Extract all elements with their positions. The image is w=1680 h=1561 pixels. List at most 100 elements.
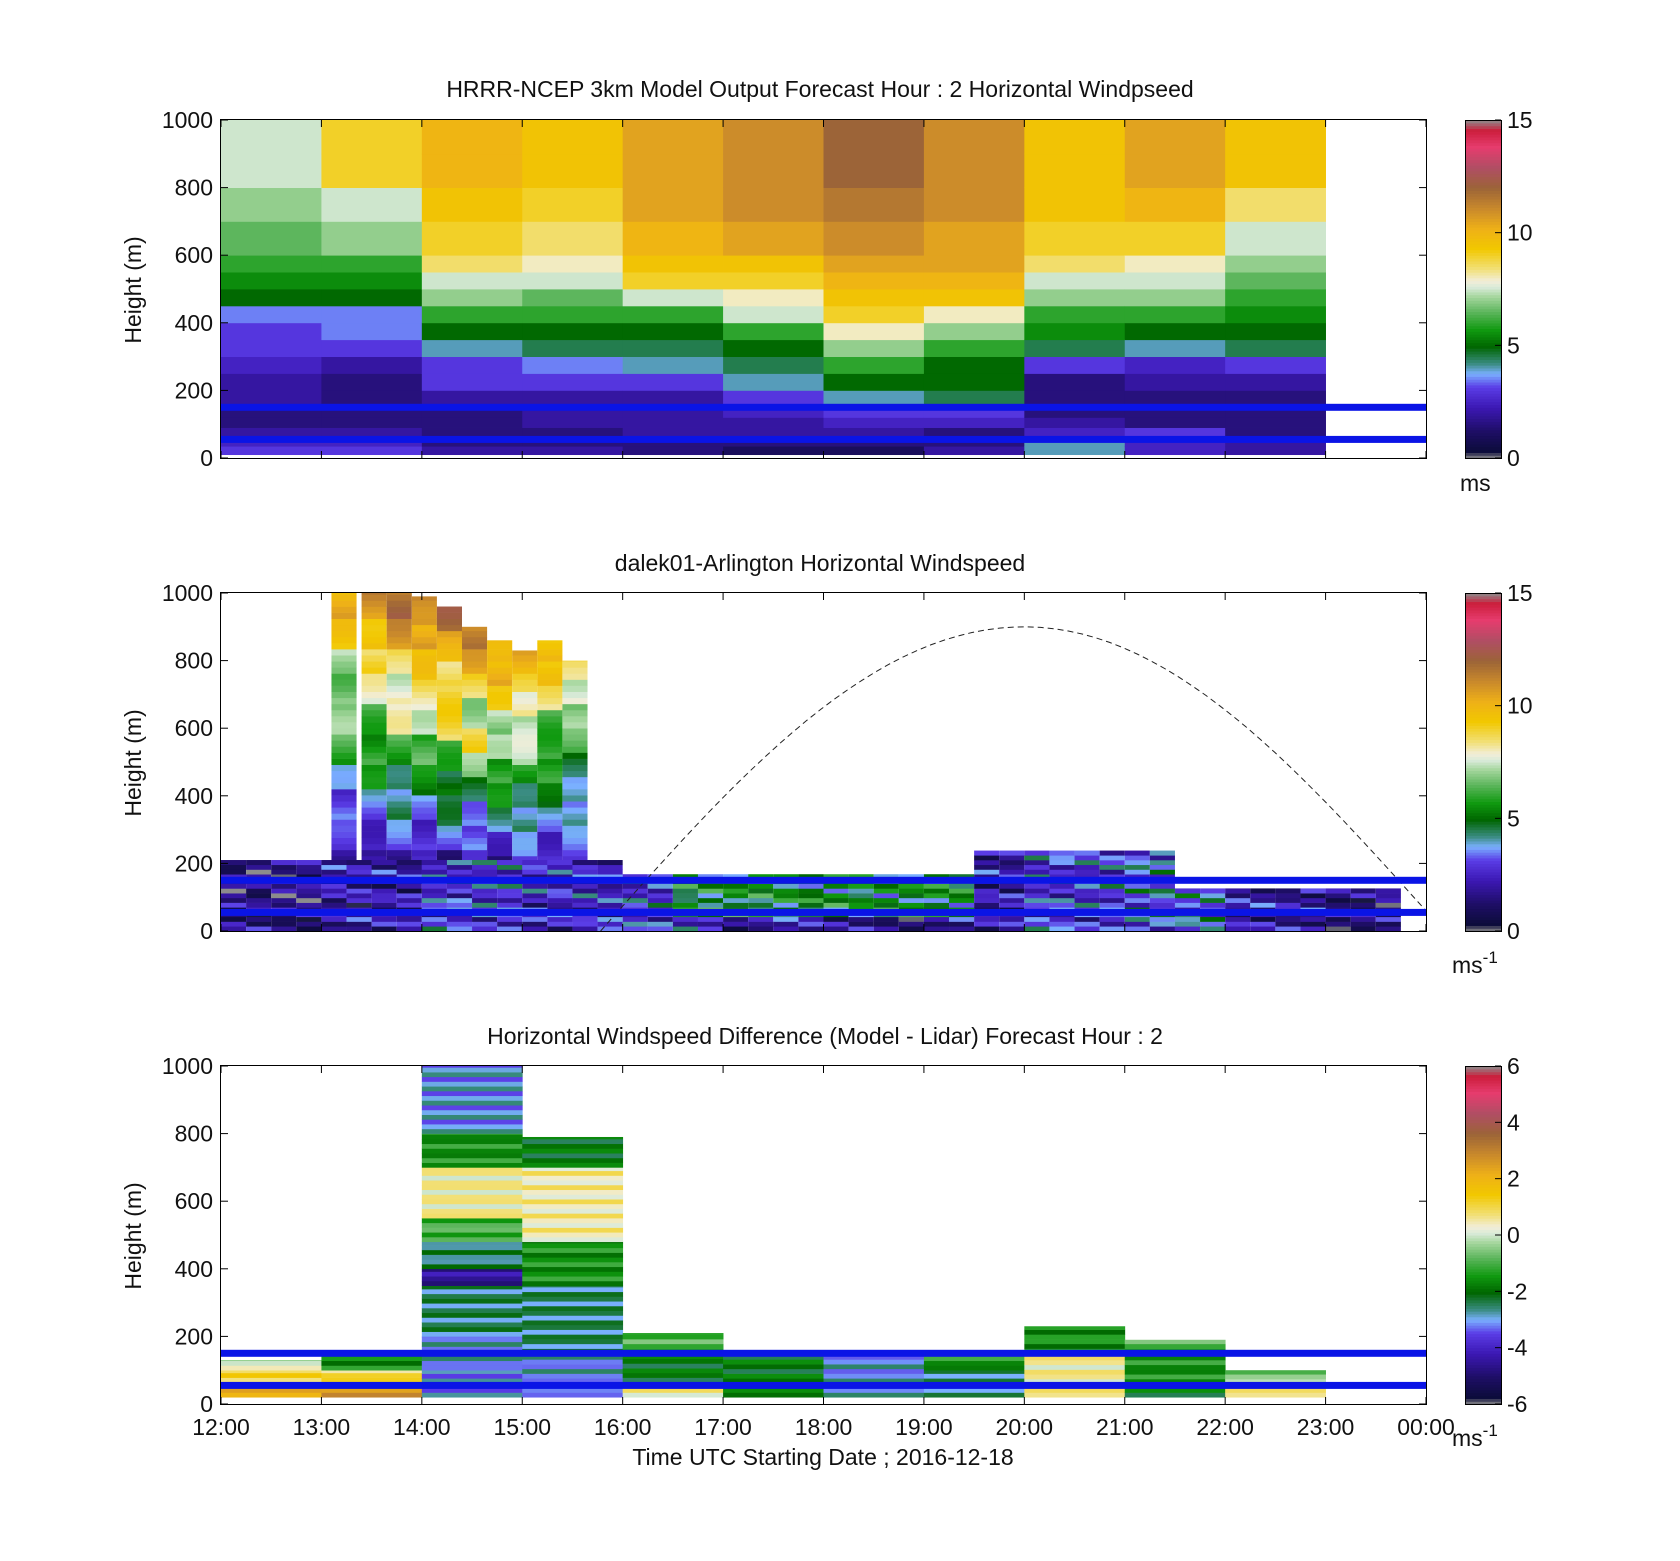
colorbar-segment	[1465, 790, 1501, 794]
colorbar-segment	[1465, 258, 1501, 262]
heatmap-cell	[823, 305, 925, 324]
heatmap-cell	[321, 860, 347, 866]
heatmap-cell	[1350, 921, 1376, 927]
heatmap-cell	[421, 339, 523, 357]
heatmap-cell	[346, 874, 372, 880]
heatmap-cell	[572, 916, 598, 922]
colorbar-segment	[1465, 1367, 1501, 1371]
heatmap-cell	[1225, 1374, 1326, 1380]
colorbar-segment	[1465, 362, 1501, 366]
heatmap-cell	[446, 874, 473, 880]
heatmap-cell	[361, 776, 387, 784]
heatmap-cell	[1124, 1355, 1226, 1361]
heatmap-cell	[512, 655, 538, 662]
colorbar-segment	[1465, 128, 1501, 132]
heatmap-cell	[522, 1324, 624, 1330]
heatmap-cell	[1300, 926, 1326, 932]
heatmap-cell	[321, 255, 423, 273]
heatmap-cell	[436, 649, 462, 656]
heatmap-cell	[246, 874, 272, 880]
heatmap-cell	[1124, 855, 1150, 861]
x-tick-label: 17:00	[694, 1414, 752, 1440]
panel-difference-axes-box	[220, 1065, 1427, 1405]
colorbar-segment	[1465, 759, 1501, 763]
heatmap-cell	[1024, 888, 1050, 894]
heatmap-cell	[999, 926, 1025, 932]
heatmap-cell	[898, 926, 924, 932]
heatmap-cell	[421, 1213, 523, 1219]
heatmap-cell	[487, 661, 513, 668]
heatmap-cell	[522, 1285, 624, 1288]
heatmap-cell	[321, 864, 347, 870]
heatmap-cell	[321, 1377, 423, 1383]
heatmap-cell	[1300, 893, 1326, 899]
heatmap-cell	[321, 1392, 423, 1398]
heatmap-cell	[361, 661, 387, 668]
heatmap-cell	[411, 795, 437, 802]
heatmap-cell	[1124, 417, 1226, 428]
heatmap-cell	[436, 728, 462, 735]
heatmap-cell	[421, 1268, 523, 1272]
heatmap-cell	[361, 703, 387, 711]
panel-model-axes-box	[220, 119, 1427, 459]
heatmap-cell	[974, 888, 1000, 894]
colorbar-segment	[1465, 888, 1501, 893]
heatmap-cell	[622, 417, 724, 428]
heatmap-cell	[436, 703, 462, 711]
heatmap-cell	[923, 1370, 1025, 1374]
y-tick-label: 600	[175, 1188, 213, 1214]
heatmap-cell	[411, 606, 437, 613]
colorbar-segment	[1465, 801, 1501, 805]
heatmap-cell	[386, 813, 412, 820]
heatmap-cell	[446, 893, 473, 899]
heatmap-cell	[522, 1170, 624, 1176]
heatmap-cell	[562, 685, 588, 692]
heatmap-cell	[512, 746, 538, 753]
colorbar-segment	[1465, 745, 1501, 749]
heatmap-cell	[361, 837, 387, 845]
heatmap-cell	[562, 831, 588, 839]
heatmap-cell	[999, 893, 1025, 899]
heatmap-cell	[331, 618, 357, 626]
colorbar-segment	[1465, 784, 1501, 788]
heatmap-cell	[386, 697, 412, 705]
heatmap-cell	[622, 1343, 724, 1349]
heatmap-cell	[597, 897, 623, 903]
heatmap-cell	[1124, 888, 1150, 894]
heatmap-cell	[537, 752, 563, 759]
heatmap-cell	[622, 373, 724, 391]
heatmap-cell	[421, 1336, 523, 1338]
heatmap-cell	[346, 888, 372, 894]
heatmap-cell	[436, 801, 462, 808]
heatmap-cell	[386, 667, 412, 674]
colorbar-segment	[1465, 725, 1501, 729]
colorbar-segment	[1465, 249, 1501, 253]
heatmap-cell	[1275, 893, 1301, 899]
heatmap-cell	[462, 849, 488, 857]
heatmap-cell	[522, 1139, 624, 1145]
heatmap-cell	[1250, 916, 1276, 922]
colorbar-segment	[1465, 714, 1501, 718]
heatmap-cell	[697, 926, 724, 932]
heatmap-cell	[1024, 446, 1126, 456]
heatmap-cell	[923, 1365, 1025, 1371]
heatmap-cell	[446, 926, 473, 932]
heatmap-cell	[949, 926, 975, 932]
colorbar-frame	[1465, 1066, 1502, 1405]
colorbar-segment	[1465, 778, 1501, 783]
heatmap-cell	[386, 801, 412, 808]
heatmap-cell	[331, 795, 357, 802]
colorbar-segment	[1465, 404, 1501, 408]
heatmap-cell	[999, 902, 1025, 908]
heatmap-cell	[386, 630, 412, 638]
heatmap-cell	[361, 855, 387, 863]
heatmap-cell	[436, 807, 462, 814]
colorbar-segment	[1465, 595, 1501, 600]
heatmap-cell	[522, 221, 624, 256]
heatmap-cell	[1174, 897, 1201, 903]
colorbar-segment	[1465, 1299, 1501, 1304]
heatmap-cell	[522, 921, 548, 927]
heatmap-cell	[487, 697, 513, 705]
colorbar-segment	[1465, 663, 1501, 667]
colorbar-segment	[1465, 1091, 1501, 1095]
